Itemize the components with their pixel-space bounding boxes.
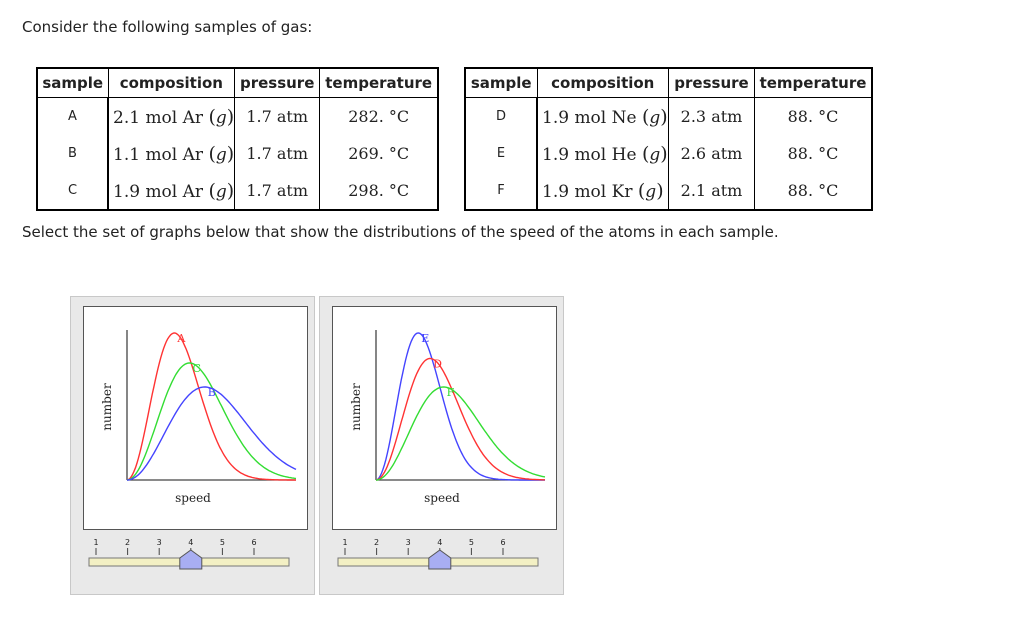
chart-svg: speed number ED F <box>349 330 546 505</box>
curve-label: D <box>433 358 442 371</box>
temperature-cell: 269. °C <box>319 135 439 172</box>
slider-tick-label: 4 <box>188 538 193 547</box>
table-row: F 1.9 mol Kr (g) 2.1 atm 88. °C <box>464 172 873 210</box>
sample-label: B <box>36 135 109 172</box>
gas-table-2: sample composition pressure temperature … <box>464 67 873 211</box>
question-instruction: Select the set of graphs below that show… <box>22 223 779 241</box>
table-row: E 1.9 mol He (g) 2.6 atm 88. °C <box>464 135 873 172</box>
pressure-cell: 1.7 atm <box>234 97 321 135</box>
curve-label: F <box>447 386 455 399</box>
pressure-cell: 2.6 atm <box>668 135 755 172</box>
slider-tick-label: 2 <box>125 538 130 547</box>
curve-a <box>126 332 296 481</box>
sample-label: A <box>36 97 109 135</box>
col-pressure: pressure <box>234 67 321 98</box>
table-row: B 1.1 mol Ar (g) 1.7 atm 269. °C <box>36 135 439 172</box>
sample-label: C <box>36 172 109 210</box>
col-pressure: pressure <box>668 67 755 98</box>
composition-cell: 1.9 mol He (g) <box>536 135 669 172</box>
curve-b <box>126 386 297 481</box>
curve-label: C <box>193 362 201 375</box>
col-sample: sample <box>36 67 109 98</box>
curve-label: A <box>176 332 186 345</box>
pressure-cell: 2.3 atm <box>668 97 755 135</box>
graph-option-1[interactable]: speed number A C B 1 2 3 4 5 6 <box>70 296 315 595</box>
table-row: A 2.1 mol Ar (g) 1.7 atm 282. °C <box>36 97 439 135</box>
sample-label: E <box>464 135 538 172</box>
sample-label: D <box>464 97 538 135</box>
table-row: C 1.9 mol Ar (g) 1.7 atm 298. °C <box>36 172 439 210</box>
chart-svg: speed number A CB <box>100 330 297 505</box>
gas-table-1: sample composition pressure temperature … <box>36 67 440 211</box>
slider-tick-label: 6 <box>500 538 505 547</box>
pressure-cell: 2.1 atm <box>668 172 755 210</box>
slider-tick-label: 3 <box>157 538 162 547</box>
curve-c <box>126 362 297 481</box>
slider-tick-label: 1 <box>93 538 98 547</box>
slider-tick-label: 1 <box>342 538 347 547</box>
slider-tick-label: 3 <box>406 538 411 547</box>
speed-distribution-chart: speed number E D F <box>332 306 557 530</box>
curve-f <box>375 386 546 481</box>
x-axis-label: speed <box>424 491 460 505</box>
composition-cell: 1.9 mol Ne (g) <box>536 97 669 135</box>
graph-slider[interactable]: 1 2 3 4 5 6 <box>334 533 546 583</box>
curve-label: B <box>208 386 216 399</box>
slider-tick-label: 6 <box>251 538 256 547</box>
temperature-cell: 88. °C <box>754 97 873 135</box>
curve-d <box>375 357 545 481</box>
col-temperature: temperature <box>754 67 873 98</box>
graph-option-2[interactable]: speed number E D F 1 2 3 4 5 6 <box>319 296 564 595</box>
curve-label: E <box>421 332 429 345</box>
pressure-cell: 1.7 atm <box>234 135 321 172</box>
col-composition: composition <box>107 67 236 98</box>
question-intro: Consider the following samples of gas: <box>22 18 313 36</box>
composition-cell: 1.9 mol Kr (g) <box>536 172 669 210</box>
temperature-cell: 282. °C <box>319 97 439 135</box>
composition-cell: 1.1 mol Ar (g) <box>107 135 236 172</box>
temperature-cell: 88. °C <box>754 135 873 172</box>
slider-tick-label: 2 <box>374 538 379 547</box>
temperature-cell: 298. °C <box>319 172 439 210</box>
table-row: D 1.9 mol Ne (g) 2.3 atm 88. °C <box>464 97 873 135</box>
col-temperature: temperature <box>319 67 439 98</box>
y-axis-label: number <box>349 383 363 431</box>
y-axis-label: number <box>100 383 114 431</box>
composition-cell: 1.9 mol Ar (g) <box>107 172 236 210</box>
slider-thumb <box>428 549 452 570</box>
sample-label: F <box>464 172 538 210</box>
slider-tick-label: 4 <box>437 538 442 547</box>
col-composition: composition <box>536 67 669 98</box>
col-sample: sample <box>464 67 538 98</box>
graph-slider[interactable]: 1 2 3 4 5 6 <box>85 533 297 583</box>
slider-tick-label: 5 <box>469 538 474 547</box>
x-axis-label: speed <box>175 491 211 505</box>
curve-e <box>375 332 545 481</box>
slider-thumb <box>179 549 203 570</box>
slider-tick-label: 5 <box>220 538 225 547</box>
temperature-cell: 88. °C <box>754 172 873 210</box>
composition-cell: 2.1 mol Ar (g) <box>107 97 236 135</box>
pressure-cell: 1.7 atm <box>234 172 321 210</box>
speed-distribution-chart: speed number A C B <box>83 306 308 530</box>
